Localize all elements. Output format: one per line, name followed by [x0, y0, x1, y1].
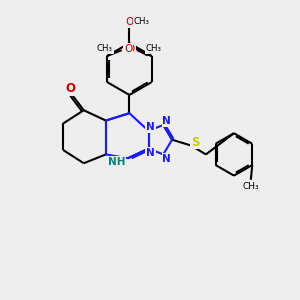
- Text: N: N: [162, 116, 171, 126]
- Text: CH₃: CH₃: [134, 17, 150, 26]
- Text: N: N: [146, 148, 155, 158]
- Text: O: O: [124, 44, 132, 54]
- Text: N: N: [162, 154, 171, 164]
- Text: NH: NH: [108, 157, 126, 167]
- Text: CH₃: CH₃: [146, 44, 162, 53]
- Text: N: N: [146, 122, 155, 132]
- Text: O: O: [127, 44, 135, 54]
- Text: O: O: [125, 17, 134, 27]
- Text: CH₃: CH₃: [97, 44, 113, 53]
- Text: S: S: [191, 136, 199, 148]
- Text: O: O: [65, 82, 76, 95]
- Text: CH₃: CH₃: [242, 182, 259, 191]
